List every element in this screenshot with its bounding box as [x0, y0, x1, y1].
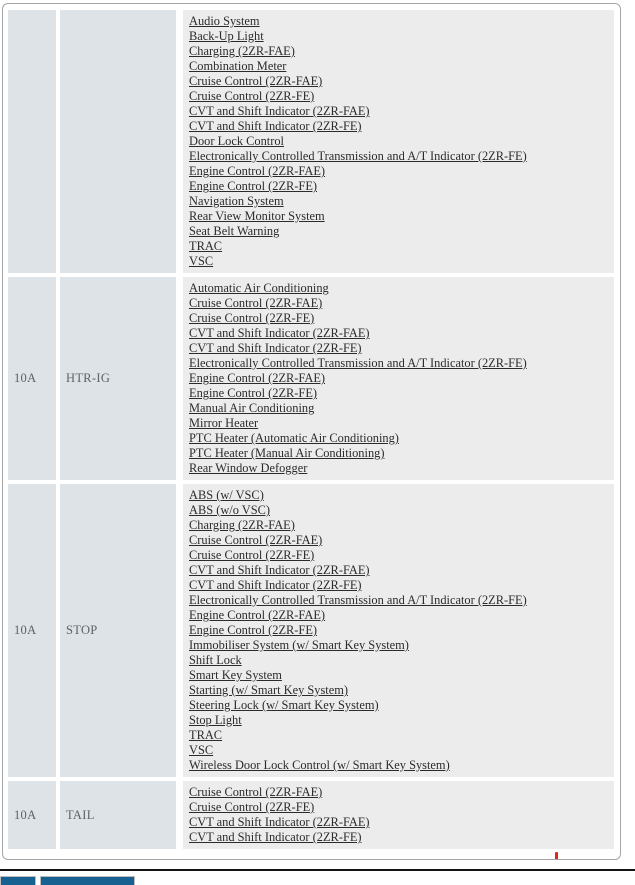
fuse-name-cell: TAIL — [60, 781, 176, 849]
system-link[interactable]: CVT and Shift Indicator (2ZR-FAE) — [189, 563, 370, 577]
system-link[interactable]: Cruise Control (2ZR-FAE) — [189, 74, 323, 88]
system-link[interactable]: Engine Control (2ZR-FE) — [189, 179, 318, 193]
system-link[interactable]: Electronically Controlled Transmission a… — [189, 593, 527, 607]
fuse-name-cell: STOP — [60, 484, 176, 777]
system-link[interactable]: TRAC — [189, 239, 223, 253]
table-row: Audio System Back-Up Light Charging (2ZR-F… — [8, 10, 614, 273]
system-link[interactable]: CVT and Shift Indicator (2ZR-FAE) — [189, 104, 370, 118]
system-link[interactable]: Cruise Control (2ZR-FAE) — [189, 785, 323, 799]
system-link[interactable]: CVT and Shift Indicator (2ZR-FE) — [189, 830, 362, 844]
fuse-amp-cell: 10A — [8, 277, 56, 480]
system-link[interactable]: CVT and Shift Indicator (2ZR-FE) — [189, 119, 362, 133]
system-link[interactable]: Engine Control (2ZR-FAE) — [189, 608, 326, 622]
fuse-amp-cell: 10A — [8, 484, 56, 777]
system-link[interactable]: Electronically Controlled Transmission a… — [189, 356, 527, 370]
system-link[interactable]: CVT and Shift Indicator (2ZR-FE) — [189, 341, 362, 355]
system-link[interactable]: Engine Control (2ZR-FAE) — [189, 164, 326, 178]
system-link[interactable]: Immobiliser System (w/ Smart Key System) — [189, 638, 409, 652]
system-link[interactable]: Charging (2ZR-FAE) — [189, 44, 295, 58]
system-link[interactable]: Steering Lock (w/ Smart Key System) — [189, 698, 379, 712]
system-link[interactable]: Stop Light — [189, 713, 242, 727]
system-link[interactable]: Navigation System — [189, 194, 284, 208]
system-link[interactable]: CVT and Shift Indicator (2ZR-FE) — [189, 578, 362, 592]
system-link[interactable]: Cruise Control (2ZR-FE) — [189, 89, 315, 103]
system-link[interactable]: Combination Meter — [189, 59, 287, 73]
table-row: 10A HTR-IG Automatic Air Conditioning Cruis… — [8, 277, 614, 480]
system-link[interactable]: Shift Lock — [189, 653, 242, 667]
system-link[interactable]: Seat Belt Warning — [189, 224, 280, 238]
system-link[interactable]: ABS (w/ VSC) — [189, 488, 264, 502]
system-link[interactable]: Engine Control (2ZR-FE) — [189, 623, 318, 637]
system-link[interactable]: Mirror Heater — [189, 416, 259, 430]
table-row: 10A STOP ABS (w/ VSC) ABS (w/o VSC) Charging… — [8, 484, 614, 777]
system-link[interactable]: VSC — [189, 254, 214, 268]
fuse-amp-cell: 10A — [8, 781, 56, 849]
bottom-tab-1[interactable] — [0, 876, 36, 885]
fuse-links-cell: Automatic Air Conditioning Cruise Control… — [183, 277, 614, 480]
system-link[interactable]: Manual Air Conditioning — [189, 401, 315, 415]
system-link[interactable]: TRAC — [189, 728, 223, 742]
fuse-links-cell: ABS (w/ VSC) ABS (w/o VSC) Charging (2ZR-F… — [183, 484, 614, 777]
divider-line — [0, 869, 635, 871]
system-link[interactable]: Cruise Control (2ZR-FAE) — [189, 533, 323, 547]
system-link[interactable]: Electronically Controlled Transmission a… — [189, 149, 527, 163]
system-link[interactable]: Cruise Control (2ZR-FE) — [189, 311, 315, 325]
system-link[interactable]: Back-Up Light — [189, 29, 264, 43]
system-link[interactable]: Cruise Control (2ZR-FE) — [189, 548, 315, 562]
system-link[interactable]: Smart Key System — [189, 668, 282, 682]
system-link[interactable]: VSC — [189, 743, 214, 757]
system-link[interactable]: Engine Control (2ZR-FE) — [189, 386, 318, 400]
fuse-name-cell: HTR-IG — [60, 277, 176, 480]
fuse-links-cell: Cruise Control (2ZR-FAE) Cruise Control (… — [183, 781, 614, 849]
system-link[interactable]: Automatic Air Conditioning — [189, 281, 329, 295]
system-link[interactable]: Wireless Door Lock Control (w/ Smart Key… — [189, 758, 450, 772]
system-link[interactable]: Cruise Control (2ZR-FAE) — [189, 296, 323, 310]
system-link[interactable]: Charging (2ZR-FAE) — [189, 518, 295, 532]
system-link[interactable]: PTC Heater (Automatic Air Conditioning) — [189, 431, 399, 445]
fuse-table: Audio System Back-Up Light Charging (2ZR-F… — [8, 10, 614, 849]
bottom-tab-2[interactable] — [40, 876, 135, 885]
system-link[interactable]: Engine Control (2ZR-FAE) — [189, 371, 326, 385]
fuse-amp-cell — [8, 10, 56, 273]
red-caret-mark — [555, 852, 558, 859]
system-link[interactable]: Starting (w/ Smart Key System) — [189, 683, 348, 697]
system-link[interactable]: Rear View Monitor System — [189, 209, 325, 223]
fuse-name-cell — [60, 10, 176, 273]
system-link[interactable]: Rear Window Defogger — [189, 461, 308, 475]
table-row: 10A TAIL Cruise Control (2ZR-FAE) Cruise Co… — [8, 781, 614, 849]
system-link[interactable]: Cruise Control (2ZR-FE) — [189, 800, 315, 814]
system-link[interactable]: CVT and Shift Indicator (2ZR-FAE) — [189, 815, 370, 829]
system-link[interactable]: PTC Heater (Manual Air Conditioning) — [189, 446, 385, 460]
system-link[interactable]: Door Lock Control — [189, 134, 284, 148]
fuse-links-cell: Audio System Back-Up Light Charging (2ZR-F… — [183, 10, 614, 273]
system-link[interactable]: ABS (w/o VSC) — [189, 503, 271, 517]
fuse-table-panel: Audio System Back-Up Light Charging (2ZR-F… — [2, 3, 621, 860]
system-link[interactable]: CVT and Shift Indicator (2ZR-FAE) — [189, 326, 370, 340]
system-link[interactable]: Audio System — [189, 14, 260, 28]
